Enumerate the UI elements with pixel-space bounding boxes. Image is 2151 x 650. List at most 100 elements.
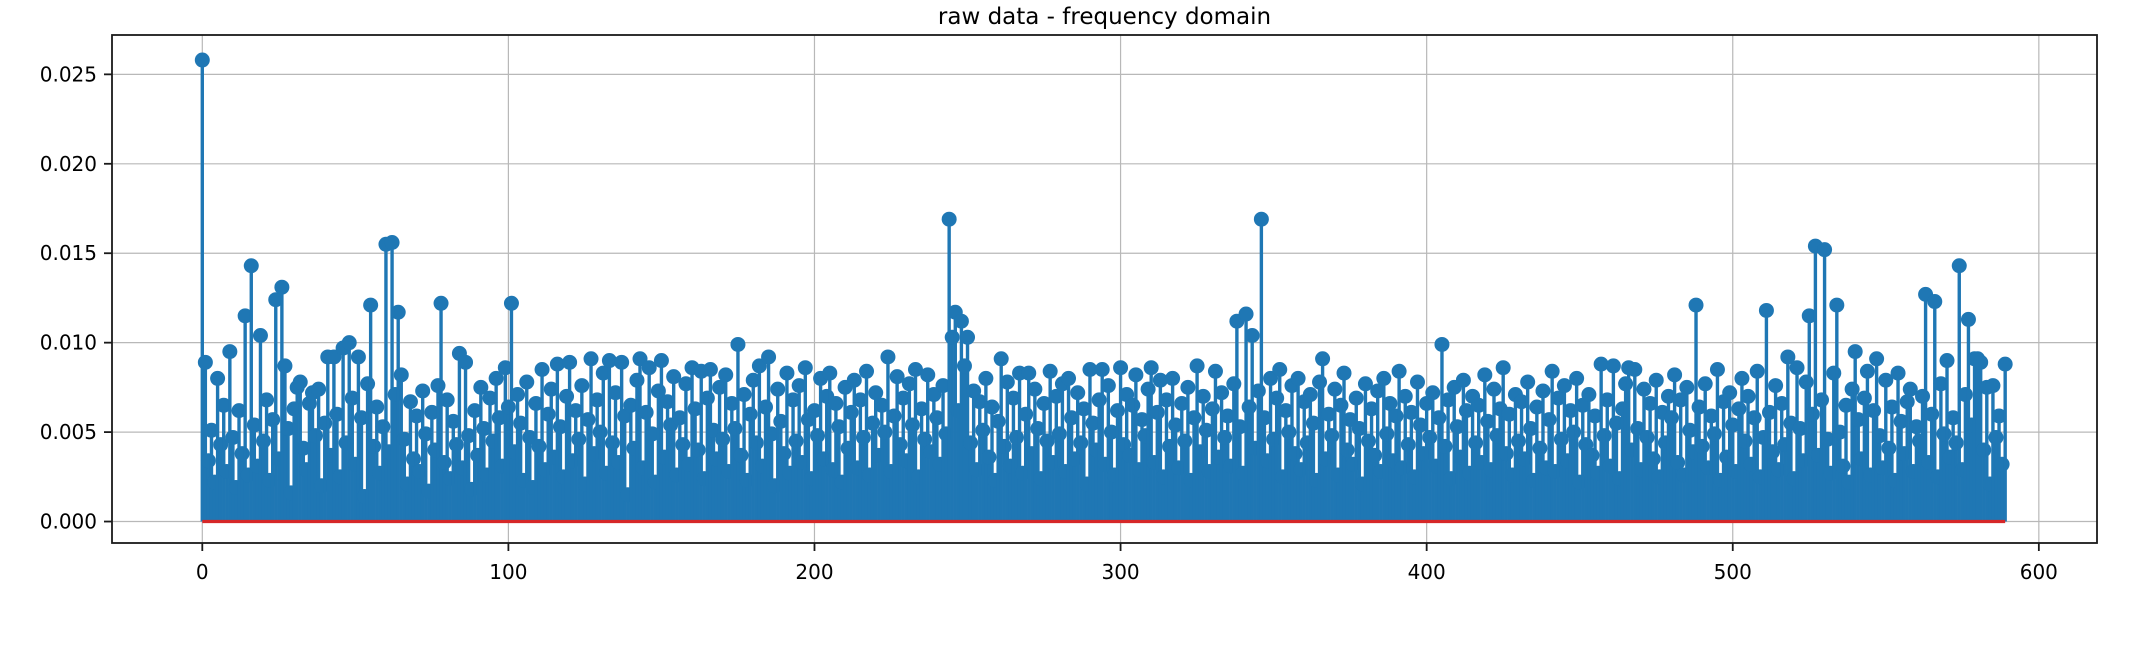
- stem-marker: [503, 295, 519, 311]
- stem-marker: [1226, 376, 1242, 392]
- stem-marker: [929, 410, 945, 426]
- stem-marker: [920, 367, 936, 383]
- stem-marker: [360, 376, 376, 392]
- stem-marker: [274, 279, 290, 295]
- stem-marker: [1550, 390, 1566, 406]
- stem-marker: [595, 365, 611, 381]
- stem-marker: [415, 383, 431, 399]
- stem-marker: [1305, 415, 1321, 431]
- stem-marker: [1348, 390, 1364, 406]
- stem-marker: [1569, 370, 1585, 386]
- stem-marker: [1596, 428, 1612, 444]
- stem-marker: [993, 351, 1009, 367]
- stem-marker: [467, 403, 483, 419]
- stem-marker: [1217, 429, 1233, 445]
- stem-marker: [1973, 354, 1989, 370]
- stem-marker: [1838, 397, 1854, 413]
- stem-marker: [1471, 397, 1487, 413]
- stem-marker: [1780, 349, 1796, 365]
- stem-marker: [194, 52, 210, 68]
- stem-marker: [1520, 374, 1536, 390]
- stem-marker: [1556, 378, 1572, 394]
- stem-marker: [1915, 388, 1931, 404]
- stem-marker: [678, 376, 694, 392]
- stem-marker: [1608, 415, 1624, 431]
- stem-marker: [1152, 372, 1168, 388]
- stem-marker: [1731, 401, 1747, 417]
- stem-marker: [1884, 399, 1900, 415]
- stem-marker: [562, 354, 578, 370]
- stem-marker: [350, 349, 366, 365]
- stem-marker: [1204, 401, 1220, 417]
- stem-marker: [990, 413, 1006, 429]
- stem-marker: [1881, 440, 1897, 456]
- stem-marker: [1018, 406, 1034, 422]
- stem-marker: [601, 353, 617, 369]
- stem-marker: [1709, 361, 1725, 377]
- stem-marker: [1134, 412, 1150, 428]
- stem-marker: [295, 440, 311, 456]
- stem-marker: [1804, 406, 1820, 422]
- stem-marker: [641, 360, 657, 376]
- stem-marker: [326, 349, 342, 365]
- stem-marker: [1480, 413, 1496, 429]
- x-tick-label: 600: [2020, 560, 2058, 584]
- stem-marker: [604, 435, 620, 451]
- stem-marker: [1960, 311, 1976, 327]
- stem-marker: [653, 353, 669, 369]
- stem-marker: [1630, 421, 1646, 437]
- stem-marker: [252, 328, 268, 344]
- stem-marker: [1997, 356, 2013, 372]
- stem-marker: [1535, 383, 1551, 399]
- stem-marker: [390, 304, 406, 320]
- stem-marker: [1835, 458, 1851, 474]
- stem-marker: [1189, 358, 1205, 374]
- stem-marker: [1125, 397, 1141, 413]
- stem-marker: [773, 413, 789, 429]
- stem-marker: [1789, 360, 1805, 376]
- stem-marker: [727, 421, 743, 437]
- stem-marker: [1523, 421, 1539, 437]
- stem-marker: [1645, 451, 1661, 467]
- stem-marker: [806, 403, 822, 419]
- stem-marker: [944, 329, 960, 345]
- stem-marker: [941, 211, 957, 227]
- stem-marker: [409, 408, 425, 424]
- stem-marker: [1893, 413, 1909, 429]
- stem-marker: [1070, 385, 1086, 401]
- stem-marker: [439, 392, 455, 408]
- stem-marker: [1388, 408, 1404, 424]
- stem-marker: [1826, 365, 1842, 381]
- stem-marker: [935, 378, 951, 394]
- stem-marker: [926, 387, 942, 403]
- stem-marker: [1339, 442, 1355, 458]
- stem-marker: [497, 360, 513, 376]
- stem-marker: [1312, 374, 1328, 390]
- stem-marker: [644, 426, 660, 442]
- stem-marker: [424, 404, 440, 420]
- stem-marker: [473, 379, 489, 395]
- stem-marker: [1051, 426, 1067, 442]
- stem-marker: [1734, 370, 1750, 386]
- stem-marker: [770, 381, 786, 397]
- stem-marker: [1281, 424, 1297, 440]
- stem-marker: [510, 387, 526, 403]
- stem-marker: [901, 376, 917, 392]
- stem-marker: [1486, 381, 1502, 397]
- x-tick-label: 100: [489, 560, 527, 584]
- x-tick-label: 400: [1408, 560, 1446, 584]
- stem-marker: [1327, 381, 1343, 397]
- stem-marker: [1618, 376, 1634, 392]
- stem-marker: [751, 358, 767, 374]
- stem-marker: [265, 412, 281, 428]
- stem-marker: [1361, 433, 1377, 449]
- stem-marker: [672, 410, 688, 426]
- stem-marker: [1697, 376, 1713, 392]
- stem-marker: [718, 367, 734, 383]
- stem-marker: [1207, 363, 1223, 379]
- stem-marker: [880, 349, 896, 365]
- stem-marker: [402, 394, 418, 410]
- stem-marker: [724, 395, 740, 411]
- stem-marker: [1924, 406, 1940, 422]
